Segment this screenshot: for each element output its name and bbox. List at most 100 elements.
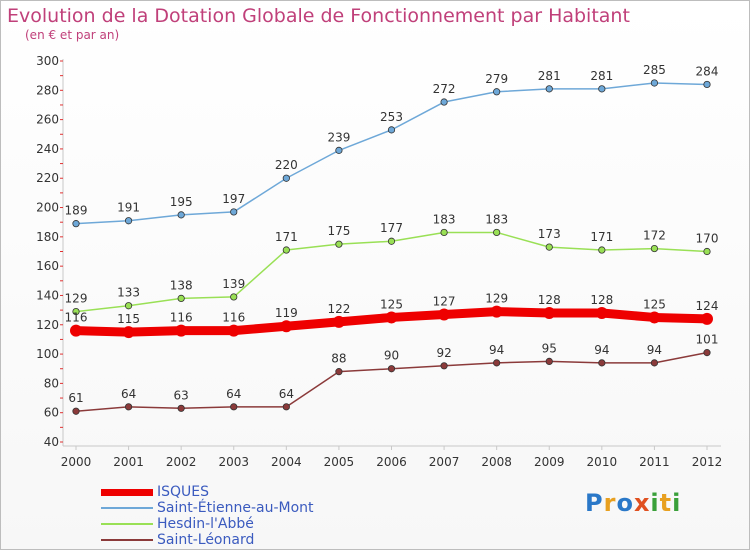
- x-tick-label: 2006: [376, 455, 407, 469]
- data-label: 94: [594, 343, 609, 357]
- x-tick-label: 2004: [271, 455, 302, 469]
- legend-item: ISQUES: [101, 484, 401, 500]
- y-tick-label: 140: [36, 288, 59, 302]
- data-point: [335, 240, 343, 248]
- data-point: [230, 403, 238, 411]
- x-tick-label: 2011: [639, 455, 670, 469]
- data-point: [72, 407, 80, 415]
- data-point: [175, 324, 188, 337]
- data-point: [335, 368, 343, 376]
- data-point: [545, 85, 553, 93]
- y-tick-label: 40: [44, 435, 59, 449]
- data-point: [124, 403, 133, 411]
- x-tick-label: 2008: [481, 455, 512, 469]
- data-label: 189: [65, 204, 88, 218]
- y-tick-label: 240: [36, 142, 59, 156]
- chart-title: Evolution de la Dotation Globale de Fonc…: [7, 5, 630, 27]
- data-label: 128: [590, 293, 613, 307]
- data-label: 63: [174, 388, 189, 402]
- data-point: [440, 362, 448, 370]
- data-point: [493, 228, 501, 237]
- data-point: [703, 247, 711, 256]
- data-label: 172: [643, 229, 666, 243]
- data-point: [387, 237, 396, 245]
- data-point: [177, 404, 185, 412]
- data-label: 90: [384, 349, 399, 363]
- data-point: [598, 246, 606, 254]
- data-point: [387, 365, 396, 373]
- data-point: [72, 220, 80, 228]
- data-label: 94: [647, 343, 662, 357]
- proxiti-logo: Proxiti: [585, 489, 681, 517]
- legend-label: Hesdin-l'Abbé: [157, 516, 254, 532]
- legend-label: Saint-Léonard: [157, 532, 255, 548]
- data-label: 139: [222, 277, 245, 291]
- data-label: 88: [331, 352, 346, 366]
- y-tick-label: 260: [36, 113, 59, 127]
- data-point: [650, 359, 659, 367]
- data-label: 61: [68, 391, 83, 405]
- data-label: 173: [538, 227, 561, 241]
- data-label: 284: [696, 64, 719, 78]
- data-label: 125: [380, 297, 403, 311]
- data-point: [335, 146, 343, 154]
- data-point: [282, 246, 290, 254]
- data-label: 170: [696, 232, 719, 246]
- data-label: 281: [538, 69, 561, 83]
- chart-subtitle: (en € et par an): [25, 28, 120, 42]
- logo-letter: x: [633, 489, 651, 517]
- data-point: [703, 349, 711, 357]
- data-point: [650, 244, 659, 253]
- logo-letter: o: [616, 489, 634, 517]
- data-label: 272: [433, 82, 456, 96]
- y-tick-label: 200: [36, 201, 59, 215]
- data-point: [703, 80, 711, 89]
- x-tick-label: 2001: [113, 455, 144, 469]
- data-point: [543, 307, 556, 320]
- logo-letter: P: [585, 489, 604, 517]
- data-label: 64: [226, 387, 241, 401]
- chart-legend: ISQUES Saint-Étienne-au-Mont Hesdin-l'Abbé…: [101, 484, 401, 548]
- y-tick-label: 60: [44, 406, 59, 420]
- data-point: [387, 126, 396, 134]
- logo-letter: t: [659, 489, 673, 517]
- legend-swatch: [101, 539, 153, 541]
- data-label: 195: [170, 195, 193, 209]
- data-label: 64: [279, 387, 294, 401]
- data-label: 253: [380, 110, 403, 124]
- data-point: [650, 79, 659, 87]
- y-tick-label: 100: [36, 347, 59, 361]
- data-point: [493, 359, 501, 367]
- data-label: 64: [121, 387, 136, 401]
- data-point: [440, 228, 448, 237]
- data-point: [124, 302, 133, 310]
- data-label: 116: [65, 311, 88, 325]
- x-tick-label: 2009: [534, 455, 565, 469]
- data-point: [280, 320, 293, 333]
- data-label: 119: [275, 306, 298, 320]
- data-point: [227, 324, 240, 337]
- data-label: 197: [222, 192, 245, 206]
- legend-item: Saint-Étienne-au-Mont: [101, 500, 401, 516]
- y-tick-label: 80: [44, 376, 59, 390]
- data-label: 101: [696, 333, 719, 347]
- data-point: [124, 217, 133, 225]
- data-label: 116: [222, 311, 245, 325]
- x-tick-label: 2000: [61, 455, 92, 469]
- data-point: [177, 294, 185, 302]
- x-tick-label: 2003: [218, 455, 249, 469]
- data-point: [177, 211, 185, 219]
- data-label: 133: [117, 286, 140, 300]
- data-label: 115: [117, 312, 140, 326]
- data-point: [493, 88, 501, 96]
- x-tick-label: 2012: [692, 455, 723, 469]
- data-label: 125: [643, 297, 666, 311]
- x-tick-label: 2010: [587, 455, 618, 469]
- legend-item: Hesdin-l'Abbé: [101, 516, 401, 532]
- data-point: [598, 359, 606, 367]
- data-point: [385, 311, 398, 324]
- data-label: 138: [170, 278, 193, 292]
- y-tick-label: 160: [36, 259, 59, 273]
- data-label: 175: [327, 224, 350, 238]
